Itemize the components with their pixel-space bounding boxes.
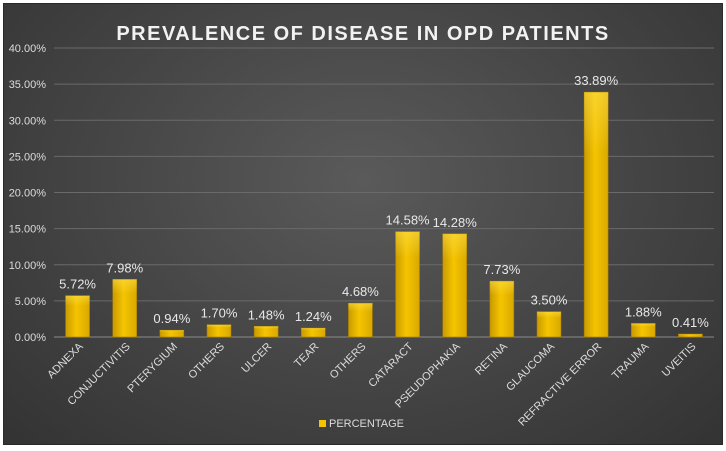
data-label: 1.24% — [295, 309, 332, 324]
data-label: 33.89% — [574, 73, 619, 88]
y-tick-label: 5.00% — [15, 296, 46, 308]
y-axis-ticks: 0.00% 5.00% 10.00% 15.00% 20.00% 25.00% 30.00%… — [9, 43, 47, 344]
data-label: 7.98% — [106, 260, 143, 275]
y-tick-label: 15.00% — [9, 224, 47, 236]
x-tick-label: TRAUMA — [610, 340, 652, 382]
bar-highlight — [254, 326, 279, 337]
data-label: 1.88% — [625, 304, 662, 319]
bar-highlight — [112, 279, 137, 337]
x-tick-label: OTHERS — [328, 341, 369, 382]
data-label: 4.68% — [342, 284, 379, 299]
y-tick-label: 25.00% — [9, 151, 47, 163]
x-tick-label: ADNEXA — [45, 340, 86, 381]
bar-highlight — [207, 324, 231, 337]
bar-highlight — [584, 92, 609, 338]
x-tick-label: TEAR — [292, 341, 321, 370]
bars — [65, 91, 703, 338]
bar-highlight — [489, 281, 514, 337]
data-label: 0.94% — [153, 311, 190, 326]
y-tick-label: 20.00% — [9, 188, 47, 200]
y-tick-label: 30.00% — [9, 115, 47, 127]
x-tick-label: RETINA — [473, 340, 510, 377]
x-tick-label: CATARACT — [366, 340, 415, 389]
data-label: 3.50% — [531, 293, 568, 308]
data-label: 0.41% — [672, 315, 709, 330]
x-tick-label: OTHERS — [186, 341, 227, 382]
bar-highlight — [348, 303, 373, 337]
x-tick-label: UVEITIS — [660, 341, 699, 380]
legend: PERCENTAGE — [319, 418, 404, 430]
bar-highlight — [65, 295, 90, 337]
bar-chart: PREVALENCE OF DISEASE IN OPD PATIENTS 0.… — [9, 23, 714, 430]
y-tick-label: 35.00% — [9, 79, 47, 91]
bar-highlight — [631, 323, 656, 337]
data-label: 14.28% — [433, 215, 478, 230]
data-label: 7.73% — [483, 262, 520, 277]
data-labels: 5.72% 7.98% 0.94% 1.70% 1.48% 1.24% 4.68% 14.58… — [59, 73, 709, 330]
bar-highlight — [301, 328, 326, 337]
x-tick-label: ULCER — [239, 341, 274, 376]
bar-highlight — [678, 334, 703, 337]
data-label: 5.72% — [59, 277, 96, 292]
chart-area: PREVALENCE OF DISEASE IN OPD PATIENTS 0.… — [3, 3, 723, 445]
bar-highlight — [395, 231, 420, 337]
x-tick-label: PTERYGIUM — [125, 341, 180, 396]
gridlines — [54, 47, 714, 338]
data-label: 1.48% — [248, 307, 285, 322]
y-tick-label: 40.00% — [9, 43, 47, 55]
data-label: 1.70% — [201, 306, 238, 321]
legend-label: PERCENTAGE — [329, 418, 404, 430]
y-tick-label: 0.00% — [15, 332, 46, 344]
x-tick-label: REFRACTIVE ERROR — [516, 341, 604, 429]
data-label: 14.58% — [386, 213, 431, 228]
y-tick-label: 10.00% — [9, 260, 47, 272]
bar-highlight — [159, 330, 184, 337]
legend-swatch — [319, 420, 326, 427]
bar-highlight — [442, 233, 467, 337]
chart-title: PREVALENCE OF DISEASE IN OPD PATIENTS — [116, 23, 609, 45]
bar-highlight — [537, 311, 561, 337]
